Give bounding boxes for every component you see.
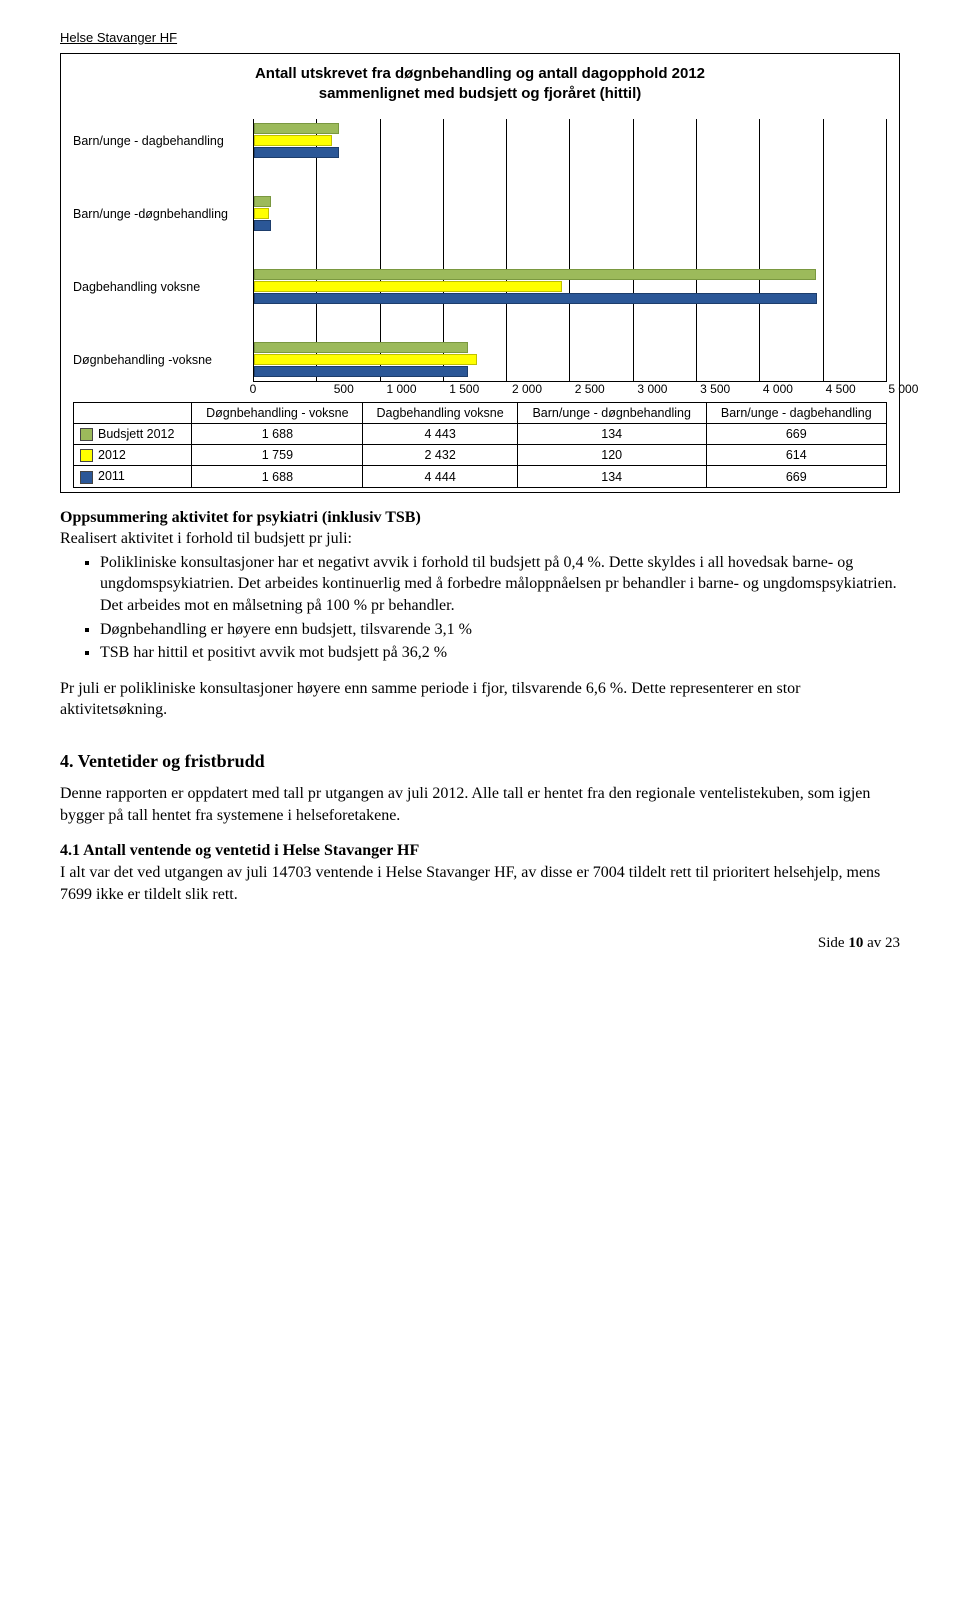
subsection-41-head: 4.1 Antall ventende og ventetid i Helse … <box>60 842 419 859</box>
chart-x-tick: 2 000 <box>479 382 542 396</box>
chart-x-tick: 3 000 <box>605 382 668 396</box>
table-cell: 1 688 <box>192 424 363 445</box>
list-item: Døgnbehandling er høyere enn budsjett, t… <box>100 619 900 641</box>
summary-heading: Oppsummering aktivitet for psykiatri (in… <box>60 507 900 529</box>
table-column-header: Barn/unge - døgnbehandling <box>517 403 706 424</box>
legend-label: 2012 <box>98 448 126 462</box>
legend-label: 2011 <box>98 469 125 483</box>
chart-bar <box>254 269 816 280</box>
table-cell: 2 432 <box>363 445 517 466</box>
footer-prefix: Side <box>818 935 848 951</box>
table-row: Budsjett 2012 1 6884 443134669 <box>74 424 887 445</box>
table-cell: 120 <box>517 445 706 466</box>
chart-container: Antall utskrevet fra døgnbehandling og a… <box>60 53 900 493</box>
list-item: Polikliniske konsultasjoner har et negat… <box>100 552 900 617</box>
page-header: Helse Stavanger HF <box>60 30 900 45</box>
chart-x-tick: 3 500 <box>667 382 730 396</box>
chart-bar <box>254 208 269 219</box>
table-cell: 4 444 <box>363 466 517 487</box>
table-cell: 134 <box>517 466 706 487</box>
table-cell: 134 <box>517 424 706 445</box>
legend-swatch <box>80 471 93 484</box>
chart-x-tick: 4 000 <box>730 382 793 396</box>
chart-x-tick: 5 000 <box>856 382 919 396</box>
chart-bar <box>254 220 271 231</box>
chart-bar <box>254 281 562 292</box>
chart-bar <box>254 135 332 146</box>
table-cell: 4 443 <box>363 424 517 445</box>
chart-category-label: Barn/unge -døgnbehandling <box>73 192 253 235</box>
chart-x-tick: 500 <box>291 382 354 396</box>
table-column-header: Dagbehandling voksne <box>363 403 517 424</box>
legend-swatch <box>80 449 93 462</box>
chart-bar <box>254 196 271 207</box>
chart-x-tick: 2 500 <box>542 382 605 396</box>
table-column-header: Barn/unge - dagbehandling <box>706 403 886 424</box>
chart-bar <box>254 354 477 365</box>
chart-bar <box>254 293 817 304</box>
table-cell: 1 759 <box>192 445 363 466</box>
footer-total: 23 <box>885 935 900 951</box>
section-4-title: 4. Ventetider og fristbrudd <box>60 749 900 773</box>
summary-subheading: Realisert aktivitet i forhold til budsje… <box>60 528 900 550</box>
chart-x-tick: 0 <box>250 382 257 396</box>
chart-title-line1: Antall utskrevet fra døgnbehandling og a… <box>255 65 705 82</box>
table-cell: 614 <box>706 445 886 466</box>
chart-bar <box>254 147 339 158</box>
chart-x-tick: 1 500 <box>417 382 480 396</box>
table-cell: 1 688 <box>192 466 363 487</box>
chart-x-tick: 4 500 <box>793 382 856 396</box>
table-cell: 669 <box>706 466 886 487</box>
footer-page-num: 10 <box>848 935 863 951</box>
chart-bar <box>254 366 468 377</box>
chart-category-label: Barn/unge - dagbehandling <box>73 119 253 162</box>
table-row: 2012 1 7592 432120614 <box>74 445 887 466</box>
legend-label: Budsjett 2012 <box>98 427 174 441</box>
chart-bar <box>254 123 339 134</box>
chart-category-label: Døgnbehandling -voksne <box>73 338 253 381</box>
paragraph-2: Denne rapporten er oppdatert med tall pr… <box>60 783 900 826</box>
chart-data-table: Døgnbehandling - voksneDagbehandling vok… <box>73 402 887 488</box>
chart-title-line2: sammenlignet med budsjett og fjoråret (h… <box>319 85 642 102</box>
chart-x-axis: 0 5001 0001 5002 0002 5003 0003 5004 0004… <box>253 382 887 396</box>
subsection-41-body: I alt var det ved utgangen av juli 14703… <box>60 864 880 903</box>
chart-x-tick: 1 000 <box>354 382 417 396</box>
chart-category-label: Dagbehandling voksne <box>73 265 253 308</box>
chart-bar <box>254 342 468 353</box>
paragraph-1: Pr juli er polikliniske konsultasjoner h… <box>60 678 900 721</box>
table-row: 2011 1 6884 444134669 <box>74 466 887 487</box>
legend-swatch <box>80 428 93 441</box>
list-item: TSB har hittil et positivt avvik mot bud… <box>100 642 900 664</box>
page-footer: Side 10 av 23 <box>60 935 900 952</box>
chart-title: Antall utskrevet fra døgnbehandling og a… <box>73 64 887 103</box>
table-cell: 669 <box>706 424 886 445</box>
footer-of: av <box>863 935 885 951</box>
summary-bullet-list: Polikliniske konsultasjoner har et negat… <box>60 552 900 664</box>
table-column-header: Døgnbehandling - voksne <box>192 403 363 424</box>
